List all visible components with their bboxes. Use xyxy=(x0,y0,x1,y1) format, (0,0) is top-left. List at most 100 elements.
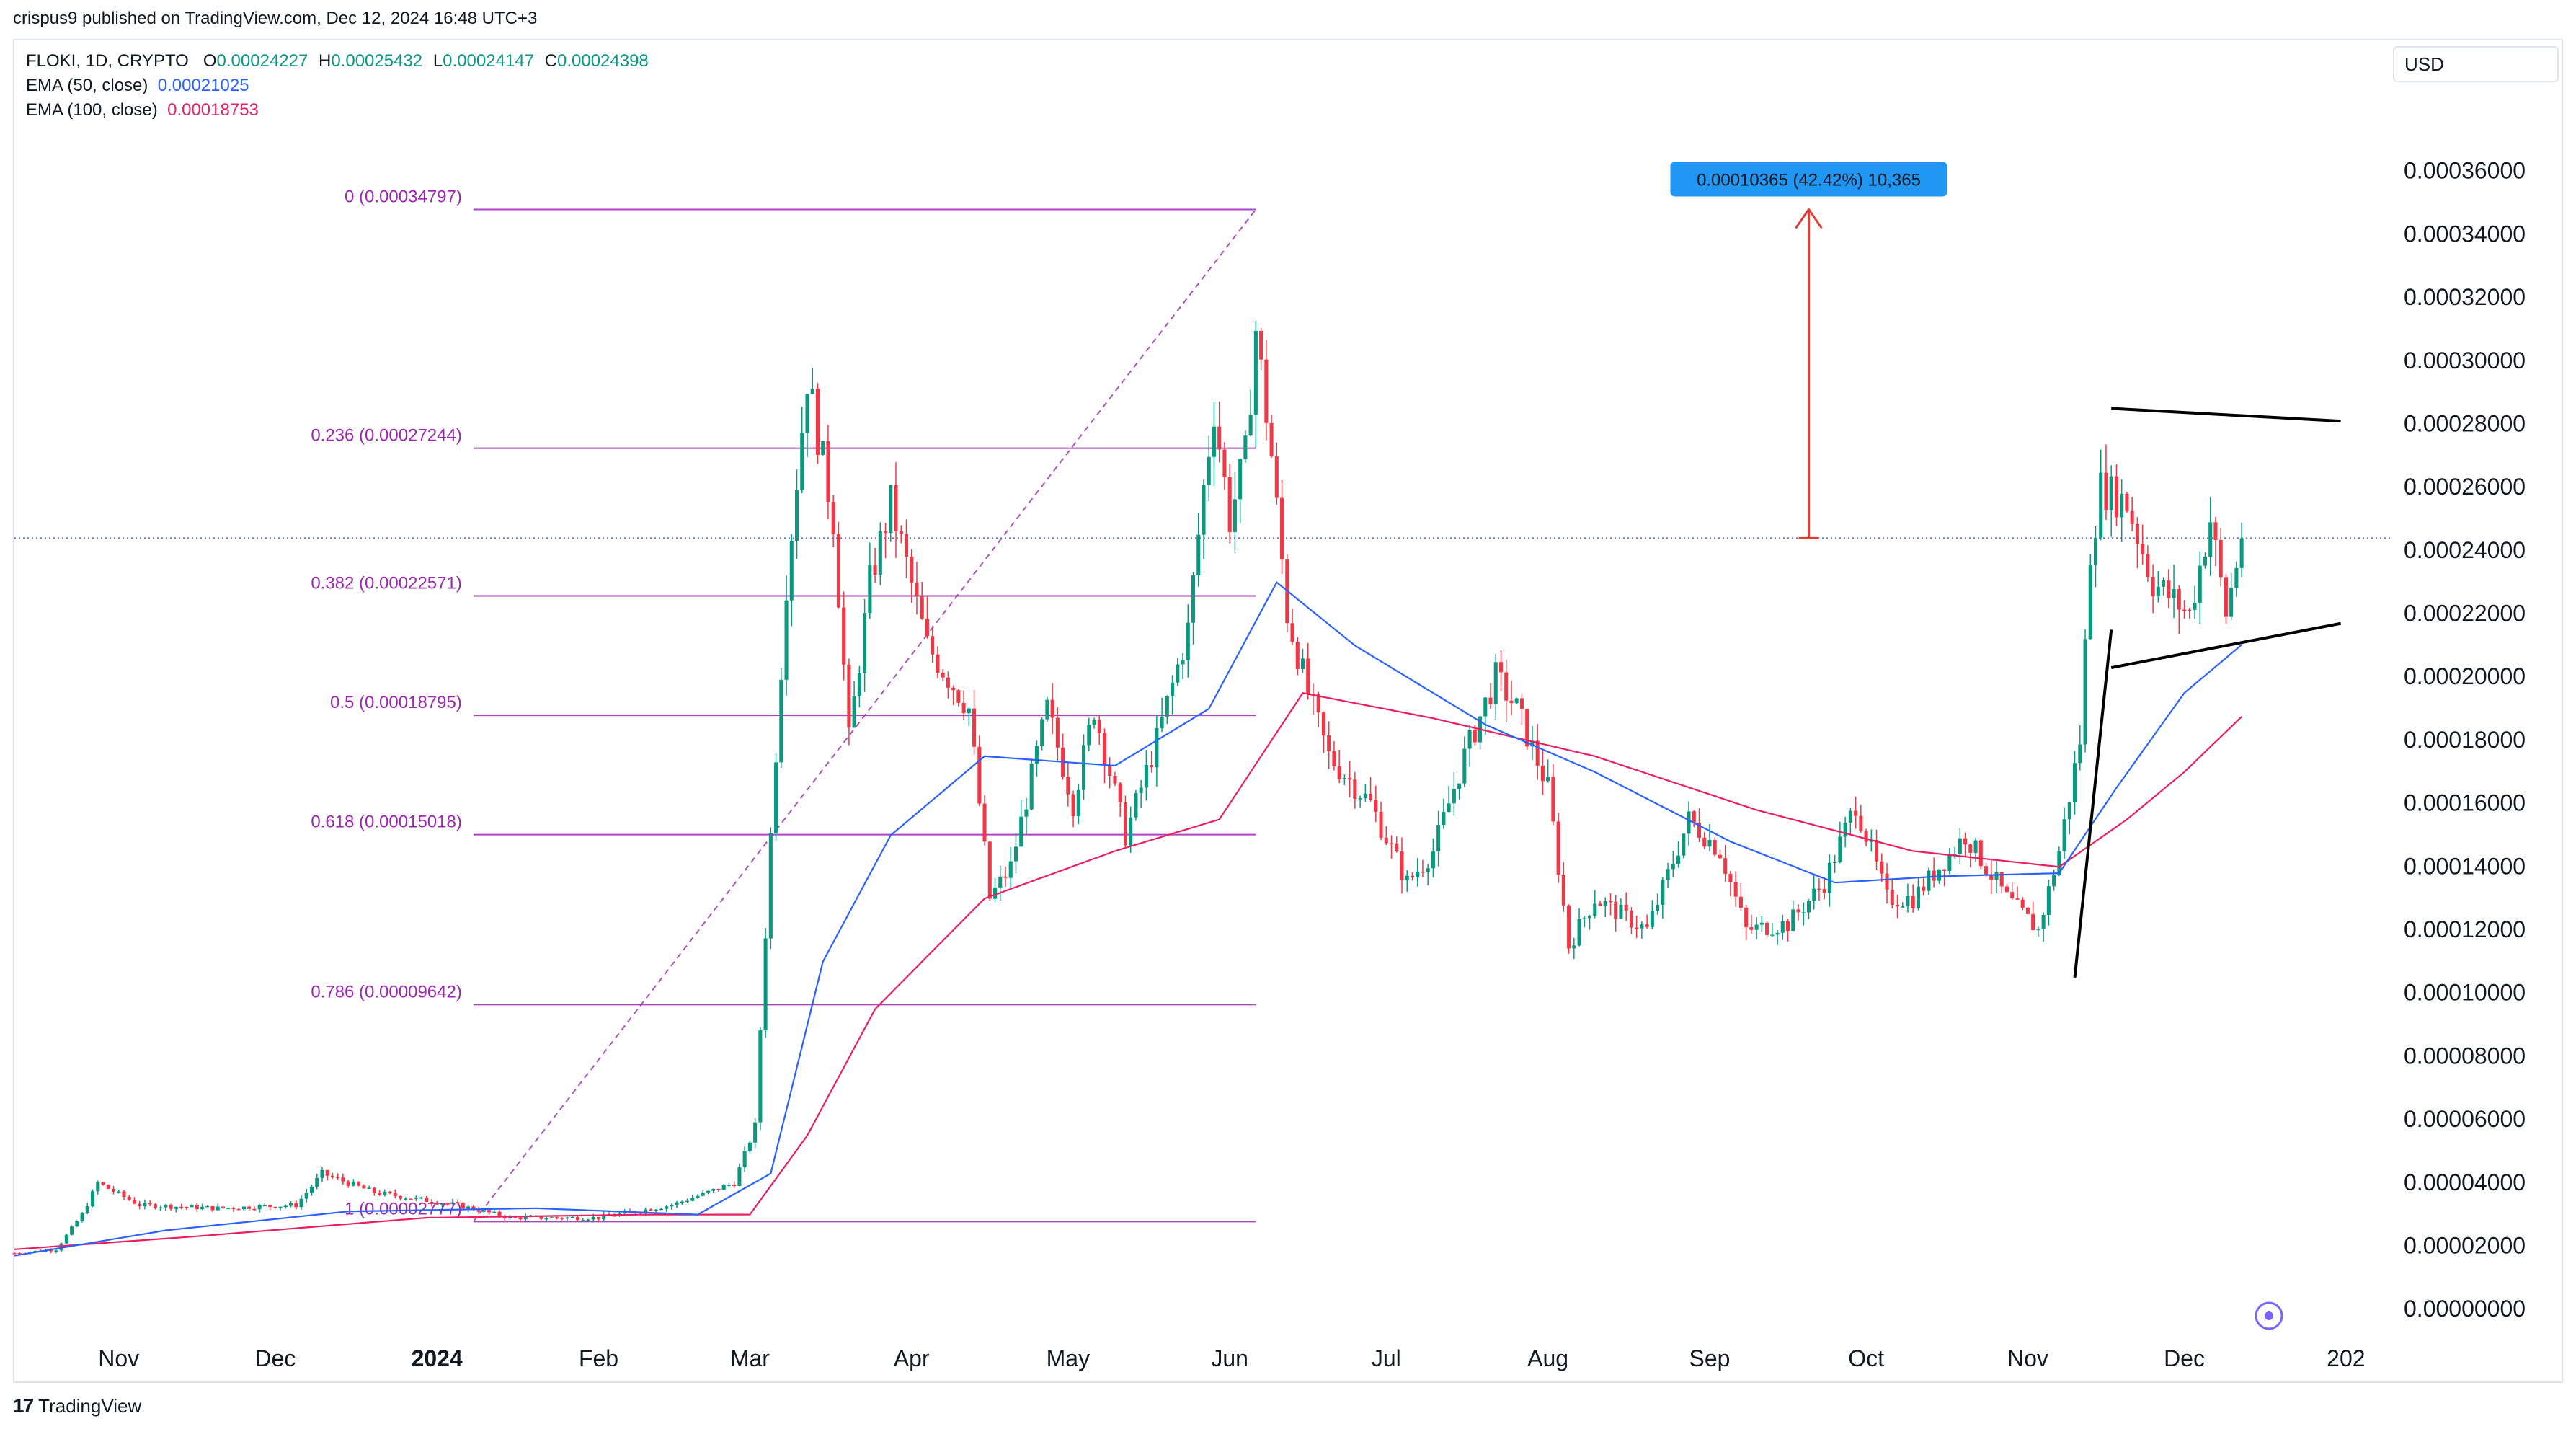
candle-body xyxy=(450,1202,455,1204)
candle-body xyxy=(231,1208,236,1209)
candle-body xyxy=(425,1197,429,1202)
candle-body xyxy=(1416,871,1420,877)
candle-body xyxy=(419,1197,424,1199)
symbol-label[interactable]: FLOKI, 1D, CRYPTO xyxy=(26,51,189,71)
candle-body xyxy=(1389,843,1394,845)
open-label: O xyxy=(203,51,217,71)
candle-body xyxy=(1843,823,1847,837)
candle-body xyxy=(1087,725,1091,746)
candle-body xyxy=(2025,907,2030,914)
candle-body xyxy=(1827,862,1831,893)
candle-body xyxy=(946,677,950,688)
candle-body xyxy=(2078,744,2082,764)
candle-body xyxy=(336,1177,340,1178)
candle-body xyxy=(17,1253,22,1255)
measure-arrowhead-icon xyxy=(1795,207,1823,229)
candle-body xyxy=(1785,921,1790,932)
open-value: 0.00024227 xyxy=(216,51,308,71)
candle-body xyxy=(1968,844,1973,853)
candle-body xyxy=(241,1206,246,1210)
candle-body xyxy=(12,1253,17,1255)
candle-body xyxy=(64,1234,68,1244)
candle-body xyxy=(805,394,809,433)
candle-body xyxy=(878,531,882,575)
candle-body xyxy=(1369,793,1373,800)
fib-level-label: 1 (0.00002777) xyxy=(345,1199,462,1218)
candle-body xyxy=(1551,777,1555,822)
fib-level-label: 0.618 (0.00015018) xyxy=(311,813,462,832)
candle-body xyxy=(1780,921,1785,933)
candle-body xyxy=(1567,905,1571,949)
candle-body xyxy=(1671,864,1675,870)
candle-body xyxy=(1358,798,1362,800)
candle-body xyxy=(2052,875,2056,887)
candle-body xyxy=(169,1205,173,1209)
candle-body xyxy=(1765,922,1769,935)
candle-body xyxy=(179,1206,184,1208)
ema50-value: 0.00021025 xyxy=(157,76,249,95)
candle-body xyxy=(430,1201,434,1203)
x-tick-label: Dec xyxy=(2164,1345,2205,1371)
candle-body xyxy=(1885,873,1889,890)
candle-body xyxy=(821,441,825,455)
high-label: H xyxy=(319,51,332,71)
candle-body xyxy=(884,531,888,534)
candle-body xyxy=(1973,840,1978,853)
candle-body xyxy=(1374,800,1378,812)
candle-body xyxy=(1082,745,1086,790)
candle-body xyxy=(325,1169,329,1176)
candle-body xyxy=(294,1203,298,1208)
candle-body xyxy=(122,1191,126,1197)
candle-body xyxy=(842,607,846,665)
candle-body xyxy=(1473,730,1477,743)
candle-body xyxy=(205,1205,210,1208)
candle-body xyxy=(1316,694,1320,713)
candle-body xyxy=(1306,658,1310,694)
candle-body xyxy=(737,1167,742,1187)
candle-body xyxy=(1744,908,1749,928)
candle-body xyxy=(1071,794,1075,817)
candle-body xyxy=(1645,924,1649,927)
candle-body xyxy=(1457,783,1462,789)
candle-body xyxy=(1217,426,1222,450)
ema50-row[interactable]: EMA (50, close) 0.00021025 xyxy=(26,74,654,98)
fib-level-label: 0.786 (0.00009642) xyxy=(311,982,462,1001)
candle-body xyxy=(1817,888,1821,890)
candle-body xyxy=(784,600,789,680)
candle-body xyxy=(1530,740,1535,747)
candle-body xyxy=(1295,642,1300,669)
candle-body xyxy=(670,1205,674,1207)
candle-body xyxy=(1759,922,1764,925)
candle-body xyxy=(847,664,851,728)
candle-body xyxy=(85,1206,89,1213)
candle-body xyxy=(159,1207,163,1209)
candle-body xyxy=(1999,872,2004,887)
candle-body xyxy=(570,1216,574,1218)
candles-group xyxy=(12,321,2244,1255)
currency-button[interactable]: USD xyxy=(2393,46,2559,82)
candle-body xyxy=(1321,712,1325,736)
candle-body xyxy=(1922,886,1926,891)
candle-body xyxy=(1624,904,1628,911)
y-tick-label: 0.00022000 xyxy=(2404,601,2526,627)
candle-body xyxy=(2213,522,2218,540)
candle-body xyxy=(1535,740,1540,766)
fib-trend-line xyxy=(473,208,1257,1223)
candle-body xyxy=(1274,456,1279,498)
candle-body xyxy=(987,841,992,899)
candle-body xyxy=(1426,868,1430,872)
fib-level-label: 0.382 (0.00022571) xyxy=(311,574,462,593)
candle-body xyxy=(1008,861,1013,878)
candle-body xyxy=(195,1205,199,1210)
candle-body xyxy=(2067,802,2071,820)
candle-body xyxy=(1801,912,1806,913)
chart-legend: FLOKI, 1D, CRYPTO O0.00024227 H0.0002543… xyxy=(26,49,654,123)
candle-body xyxy=(789,541,794,601)
candle-body xyxy=(1942,869,1947,871)
candle-body xyxy=(1483,697,1488,717)
ema100-row[interactable]: EMA (100, close) 0.00018753 xyxy=(26,98,654,123)
candle-body xyxy=(1176,664,1180,683)
candle-body xyxy=(690,1198,695,1201)
candle-body xyxy=(262,1205,267,1207)
